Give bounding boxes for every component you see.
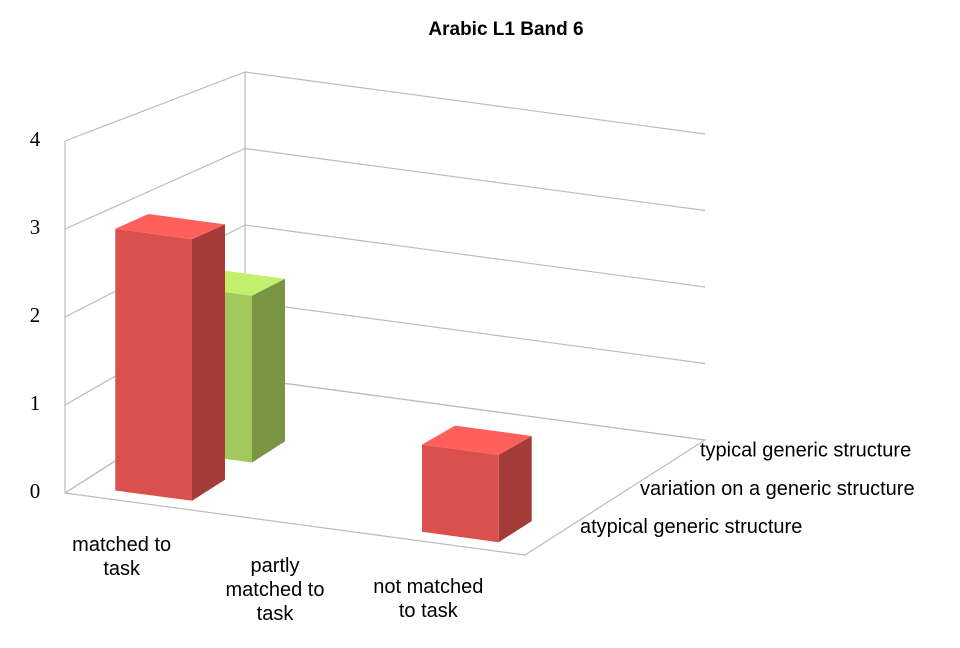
grid-line xyxy=(64,71,706,142)
chart-title: Arabic L1 Band 6 xyxy=(428,19,583,40)
bar-side xyxy=(192,224,225,501)
bar xyxy=(542,434,652,465)
y-tick-label: 3 xyxy=(30,215,41,239)
bar-side xyxy=(252,278,285,463)
y-tick-label: 4 xyxy=(30,127,41,151)
x-tick-label: matched to task xyxy=(72,534,172,581)
x-tick-label: partly matched to task xyxy=(225,555,325,625)
bar xyxy=(269,490,379,521)
bar-front xyxy=(115,228,192,501)
y-tick-label: 2 xyxy=(30,303,41,327)
bar-top xyxy=(329,452,439,483)
bar-top xyxy=(115,214,225,240)
bar xyxy=(422,425,532,543)
y-tick-label: 1 xyxy=(30,391,41,415)
bar-side xyxy=(498,436,532,543)
bar-top xyxy=(542,434,652,465)
series-label: typical generic structure xyxy=(700,439,911,461)
bar xyxy=(115,214,225,501)
series-label: atypical generic structure xyxy=(580,516,802,538)
bar-top xyxy=(422,425,532,455)
bar-top xyxy=(269,490,379,521)
bar-front xyxy=(422,444,499,543)
x-tick-label: not matched to task xyxy=(373,575,484,622)
series-label: variation on a generic structure xyxy=(640,478,915,500)
bar xyxy=(329,452,439,483)
y-tick-label: 0 xyxy=(30,479,41,503)
